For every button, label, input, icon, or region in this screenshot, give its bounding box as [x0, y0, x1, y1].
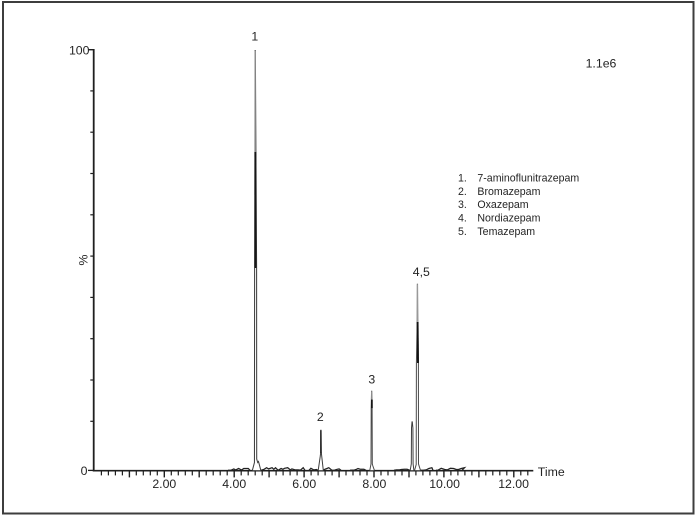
- svg-text:4.00: 4.00: [222, 477, 246, 491]
- svg-text:Temazepam: Temazepam: [477, 226, 535, 238]
- svg-text:Time: Time: [538, 465, 565, 479]
- svg-text:1.1e6: 1.1e6: [586, 56, 617, 70]
- svg-text:4.: 4.: [458, 213, 467, 225]
- svg-text:1: 1: [251, 29, 258, 43]
- svg-text:10.00: 10.00: [429, 477, 460, 491]
- svg-text:%: %: [77, 254, 91, 265]
- svg-text:8.00: 8.00: [362, 477, 386, 491]
- svg-text:Nordiazepam: Nordiazepam: [477, 213, 540, 225]
- svg-text:3: 3: [368, 372, 375, 386]
- svg-text:Bromazepam: Bromazepam: [477, 186, 540, 198]
- svg-text:7-aminoflunitrazepam: 7-aminoflunitrazepam: [477, 172, 579, 184]
- svg-text:2.: 2.: [458, 186, 467, 198]
- svg-text:3.: 3.: [458, 199, 467, 211]
- svg-text:0: 0: [81, 464, 88, 478]
- svg-text:100: 100: [69, 43, 90, 57]
- svg-text:Oxazepam: Oxazepam: [477, 199, 528, 211]
- svg-text:2.00: 2.00: [152, 477, 176, 491]
- svg-text:5.: 5.: [458, 226, 467, 238]
- svg-text:4,5: 4,5: [413, 265, 430, 279]
- svg-text:12.00: 12.00: [498, 477, 529, 491]
- svg-text:6.00: 6.00: [292, 477, 316, 491]
- svg-text:1.: 1.: [458, 172, 467, 184]
- svg-text:2: 2: [317, 410, 324, 424]
